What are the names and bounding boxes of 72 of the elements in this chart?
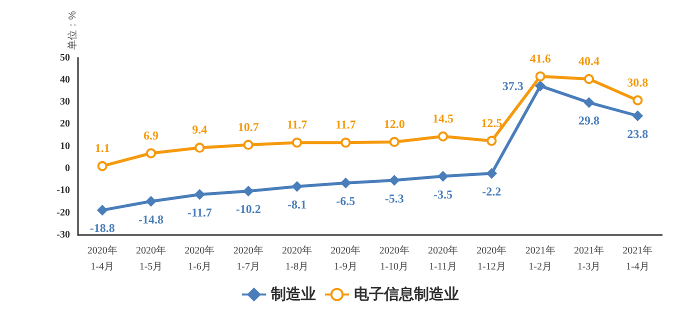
x-tick-label: 2020年 1-7月 <box>233 244 264 272</box>
data-label: 23.8 <box>627 126 648 141</box>
point <box>389 175 400 186</box>
point <box>486 136 497 146</box>
x-tick-label: 2020年 1-9月 <box>330 244 361 272</box>
data-label: -18.8 <box>90 221 115 236</box>
point <box>438 171 448 182</box>
point <box>292 181 302 192</box>
y-tick-label: -30 <box>56 230 70 240</box>
data-label: 12.0 <box>384 116 405 131</box>
point <box>292 138 302 148</box>
point <box>97 161 108 172</box>
point <box>535 71 546 82</box>
data-label: 6.9 <box>144 128 158 142</box>
x-tick-label: 2020年 1-4月 <box>87 244 118 272</box>
point <box>584 74 594 84</box>
data-label: -6.5 <box>336 194 356 208</box>
data-label: -3.5 <box>434 187 452 202</box>
x-tick-label: 2020年 1-12月 <box>476 244 507 272</box>
x-tick-label: 2021年 1-3月 <box>574 244 604 272</box>
y-tick-label: 10 <box>60 140 70 152</box>
point <box>584 98 594 108</box>
point <box>146 148 156 158</box>
legend-label: 制造业 <box>270 286 316 303</box>
x-tick-label: 2020年 1-11月 <box>428 244 458 272</box>
point <box>535 80 546 91</box>
data-label: 14.5 <box>432 111 454 126</box>
data-label: -11.7 <box>187 205 212 220</box>
point <box>340 138 351 148</box>
point <box>243 186 254 196</box>
x-tick-label: 2021年 1-4月 <box>622 244 653 272</box>
y-tick-label: 0 <box>65 163 70 174</box>
point <box>146 196 156 206</box>
data-label: -10.2 <box>236 202 261 216</box>
data-label: 30.8 <box>627 75 648 90</box>
y-tick-label: 40 <box>60 74 70 86</box>
point <box>194 142 205 153</box>
x-tick-label: 2020年 1-5月 <box>136 244 166 272</box>
legend-label: 电子信息制造业 <box>354 286 459 303</box>
y-tick-label: 20 <box>60 118 70 130</box>
data-label: 41.6 <box>530 51 551 66</box>
point <box>194 189 205 200</box>
data-label: 9.4 <box>192 122 208 137</box>
point <box>438 131 448 142</box>
data-label: -2.2 <box>482 184 502 198</box>
y-tick-label: -20 <box>56 207 70 218</box>
data-label: 11.7 <box>335 118 356 132</box>
point <box>340 178 351 188</box>
data-label: 12.5 <box>481 116 502 130</box>
x-tick-label: 2020年 1-8月 <box>282 244 312 272</box>
y-tick-label: 30 <box>60 96 70 108</box>
data-label: -8.1 <box>288 197 306 212</box>
point <box>486 168 497 178</box>
x-tick-label: 2021年 1-2月 <box>525 244 556 272</box>
point <box>389 136 400 147</box>
data-label: -5.3 <box>384 191 404 206</box>
data-label: 1.1 <box>94 141 110 156</box>
x-tick-label: 2020年 1-10月 <box>379 244 410 272</box>
data-label: 10.7 <box>238 120 259 134</box>
point <box>632 95 643 106</box>
data-label: 37.3 <box>502 78 524 93</box>
point <box>632 110 643 121</box>
y-axis-title: 单位：% <box>66 10 78 50</box>
y-tick-label: 50 <box>60 52 70 64</box>
data-label: 40.4 <box>578 54 600 68</box>
point <box>97 205 108 216</box>
x-tick-label: 2020年 1-6月 <box>184 244 215 272</box>
point <box>243 140 254 150</box>
data-label: -14.8 <box>138 212 164 226</box>
data-label: 11.7 <box>286 118 308 132</box>
y-tick-label: -10 <box>56 185 70 196</box>
data-label: 29.8 <box>578 114 600 128</box>
